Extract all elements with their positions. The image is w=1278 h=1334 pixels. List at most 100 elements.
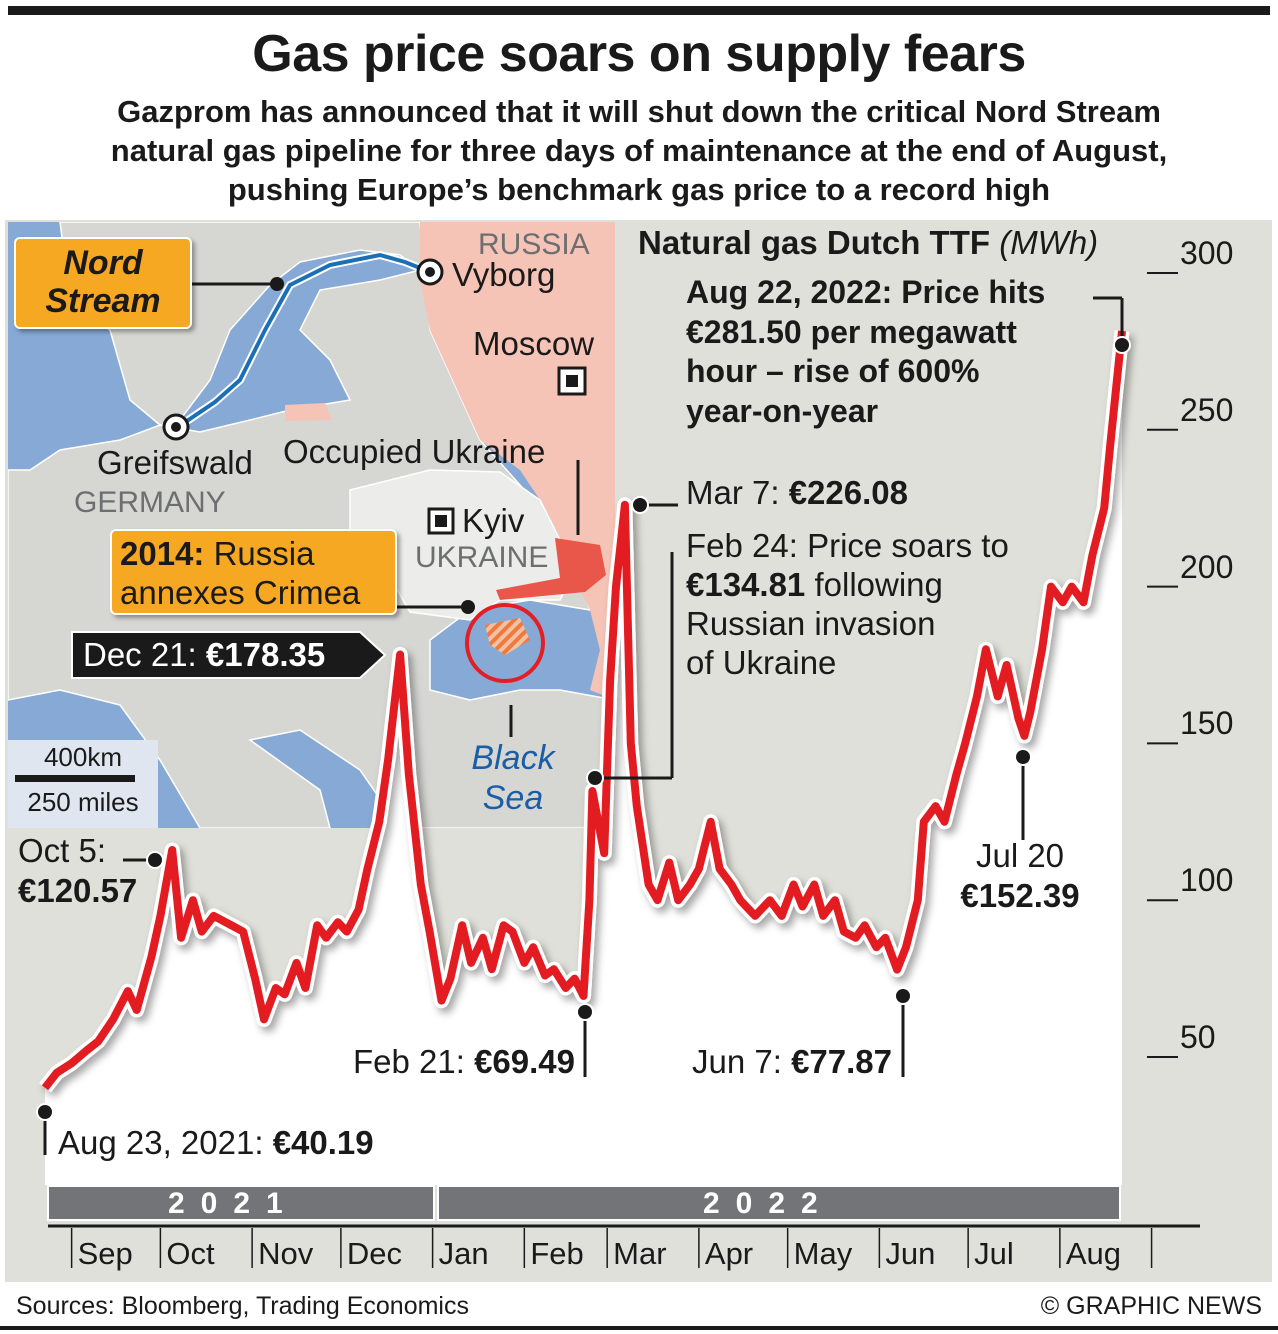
jun7-date: Jun 7: <box>691 1043 792 1080</box>
month-label: Mar <box>613 1236 667 1271</box>
annotation-dot <box>578 1005 592 1019</box>
feb21-date: Feb 21: <box>352 1043 475 1080</box>
jun7-value: €77.87 <box>791 1043 892 1080</box>
crimea-highlight-circle <box>465 603 545 683</box>
jul20-date: Jul 20 <box>975 837 1065 874</box>
annotation-dot <box>1016 750 1030 764</box>
top-rule <box>8 6 1270 15</box>
annotation-dot <box>38 1105 52 1119</box>
nord-stream-pointer-dot <box>270 277 284 291</box>
page-title: Gas price soars on supply fears <box>252 25 1026 83</box>
year-label-2021: 2021 <box>168 1187 299 1220</box>
price-line-group <box>39 330 1130 1093</box>
month-label: Jan <box>438 1236 489 1271</box>
mar7-value: €226.08 <box>788 474 908 511</box>
kaliningrad-region <box>285 403 332 421</box>
year-label-2022: 2022 <box>703 1187 834 1220</box>
oct5-date: Oct 5: <box>18 832 107 869</box>
scale-bar <box>15 775 135 782</box>
jun7-annotation: Jun 7: €77.87 <box>692 1043 892 1081</box>
subtitle-line: Gazprom has announced that it will shut … <box>117 94 1161 129</box>
month-label: Nov <box>258 1236 314 1271</box>
sources: Sources: Bloomberg, Trading Economics <box>16 1292 469 1320</box>
aug23-annotation: Aug 23, 2021: €40.19 <box>58 1124 374 1162</box>
oct5-value: €120.57 <box>18 872 138 909</box>
vyborg-marker-icon <box>416 258 444 286</box>
nord-stream-label: Nord <box>63 244 143 282</box>
month-label: Sep <box>77 1236 133 1271</box>
dec21-value: €178.35 <box>205 636 326 673</box>
subtitle-line: natural gas pipeline for three days of m… <box>110 133 1168 168</box>
month-label: Apr <box>704 1236 754 1271</box>
month-label: Jul <box>974 1236 1014 1271</box>
annotation-line: Feb 24: Price soars to <box>686 527 1009 564</box>
y-tick-label: 50 <box>1180 1019 1216 1055</box>
germany-label: GERMANY <box>74 486 226 519</box>
month-label: May <box>793 1236 853 1271</box>
occupied-ukraine-region <box>496 538 606 600</box>
y-tick-label: 200 <box>1180 548 1234 585</box>
kyiv-capital-icon <box>427 507 455 535</box>
mar7-annotation: Mar 7: €226.08 <box>686 474 908 512</box>
greifswald-marker-icon <box>162 413 190 441</box>
dec21-callout-arrow <box>71 631 387 679</box>
annotation-line: hour – rise of 600% <box>686 353 980 389</box>
chart-title: Natural gas Dutch TTF (MWh) <box>638 224 1098 262</box>
annotation-dot <box>633 498 647 512</box>
year-bar-2021 <box>47 1185 435 1221</box>
jul20-value: €152.39 <box>960 877 1080 914</box>
y-tick-label: 300 <box>1180 235 1234 271</box>
russia-region <box>420 222 615 700</box>
feb24-value: €134.81 <box>686 566 806 603</box>
moscow-label: Moscow <box>473 325 595 362</box>
moscow-capital-icon <box>557 366 587 396</box>
jul20-annotation: Jul 20 €152.39 <box>940 836 1100 916</box>
occupied-ukraine-label: Occupied Ukraine <box>283 433 546 470</box>
month-label: Oct <box>166 1236 215 1271</box>
black-sea-label-line: Black <box>471 739 555 777</box>
annotation-dot <box>148 853 162 867</box>
feb24-annotation: Feb 24: Price soars to €134.81 following… <box>686 526 1009 682</box>
annotation-line: year-on-year <box>686 392 879 429</box>
aug23-value: €40.19 <box>272 1124 374 1161</box>
dec21-date: Dec 21: <box>83 636 206 673</box>
y-tick-label: 100 <box>1180 862 1234 899</box>
month-label: Feb <box>530 1236 584 1271</box>
annotation-line: following <box>805 566 943 603</box>
annotation-line: €281.50 per megawatt <box>686 313 1017 350</box>
crimea-region <box>485 618 530 655</box>
crimea-text: annexes Crimea <box>120 574 361 611</box>
y-tick-label: 150 <box>1180 705 1234 742</box>
chart-title-text: Natural gas Dutch TTF <box>638 224 991 261</box>
annotation-line: Russian invasion <box>686 605 936 642</box>
nord-stream-label-box: Nord Stream <box>14 237 192 329</box>
greifswald-label: Greifswald <box>97 444 253 481</box>
scale-km: 400km <box>43 742 123 772</box>
black-sea-label: Black Sea <box>453 738 573 818</box>
nord-stream-label: Stream <box>45 282 161 320</box>
credit: © GRAPHIC NEWS <box>1040 1292 1262 1320</box>
black-sea-label-line: Sea <box>482 779 544 817</box>
crimea-text: Russia <box>213 535 315 572</box>
chart-unit: (MWh) <box>999 224 1099 261</box>
subtitle-line: pushing Europe’s benchmark gas price to … <box>227 172 1051 207</box>
annotation-dot <box>588 771 602 785</box>
ukraine-label: UKRAINE <box>415 541 549 574</box>
scale-miles: 250 miles <box>27 787 139 817</box>
annotation-line: of Ukraine <box>686 644 837 681</box>
oct5-annotation: Oct 5: €120.57 <box>18 831 137 911</box>
annotation-dot <box>896 989 910 1003</box>
mar7-date: Mar 7: <box>686 474 789 511</box>
bottom-rule <box>0 1326 1278 1330</box>
month-label: Aug <box>1065 1236 1122 1271</box>
price-line <box>41 330 1126 1091</box>
dec21-callout: Dec 21: €178.35 <box>83 636 325 674</box>
annotation-dot <box>1115 338 1129 352</box>
vyborg-label: Vyborg <box>452 256 556 293</box>
kyiv-label: Kyiv <box>462 502 525 539</box>
month-label: Dec <box>346 1236 403 1271</box>
aug22-annotation: Aug 22, 2022: Price hits €281.50 per meg… <box>686 273 1045 431</box>
scale-box <box>8 740 158 828</box>
